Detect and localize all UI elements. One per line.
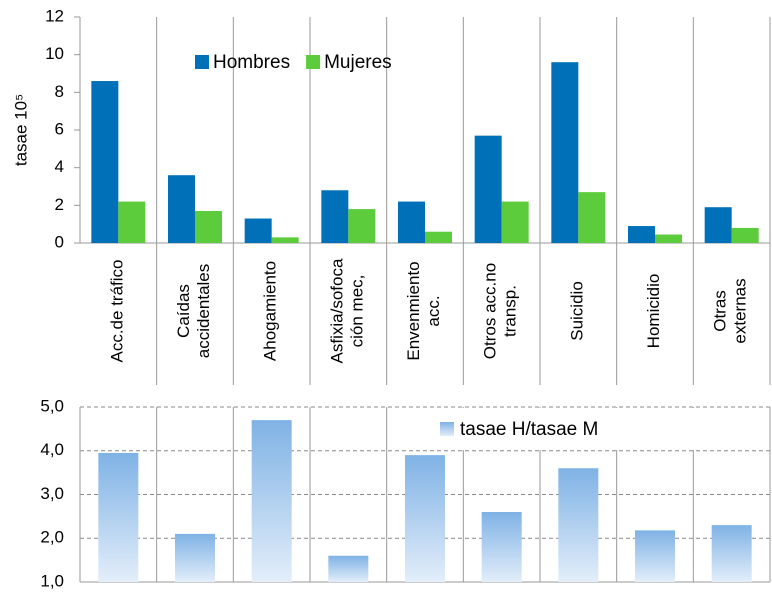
- y-tick-label: 10: [45, 44, 64, 63]
- legend-box: [408, 408, 700, 450]
- x-tick-label: Acc.de tráfico: [108, 260, 127, 363]
- y-tick-label: 2,0: [40, 528, 64, 547]
- y-tick-label: 4,0: [40, 440, 64, 459]
- y-tick-label: 12: [45, 6, 64, 25]
- bar: [558, 468, 599, 582]
- x-tick-label: Otrasexternas: [711, 278, 750, 343]
- y-tick-label: 8: [55, 82, 64, 101]
- bar: [655, 234, 682, 243]
- y-tick-label: 1,0: [40, 571, 64, 590]
- legend-swatch: [195, 55, 209, 69]
- bar: [168, 175, 195, 243]
- bar: [98, 452, 139, 582]
- y-tick-label: 3,0: [40, 484, 64, 503]
- legend-label: Mujeres: [324, 52, 392, 73]
- bar: [271, 237, 299, 243]
- bar: [628, 226, 655, 243]
- y-tick-label: 5,0: [40, 396, 64, 415]
- bar: [328, 555, 369, 582]
- legend-label: tasae H/tasae M: [460, 419, 598, 440]
- y-tick-label: 4: [55, 157, 64, 176]
- bar: [425, 231, 452, 243]
- y-tick-label: 6: [55, 119, 64, 138]
- bar: [635, 530, 675, 582]
- bar: [251, 420, 292, 582]
- bar: [501, 201, 529, 243]
- x-tick-label: Caídasaccidentales: [174, 264, 213, 359]
- bar: [405, 455, 445, 582]
- bar: [195, 210, 222, 243]
- bar: [551, 62, 579, 244]
- x-tick-label: Envenmientoacc.: [404, 261, 443, 360]
- x-tick-label: Suicidio: [568, 281, 587, 341]
- bar: [711, 525, 752, 582]
- x-tick-label: Homicidio: [644, 274, 663, 349]
- bar: [118, 201, 146, 243]
- bar: [481, 512, 522, 582]
- legend-swatch: [440, 422, 454, 436]
- bar: [321, 190, 349, 243]
- legend-swatch: [306, 55, 321, 69]
- bar: [474, 135, 502, 243]
- legend-label: Hombres: [213, 52, 290, 73]
- bar: [398, 201, 425, 243]
- bar: [731, 227, 759, 243]
- bar: [578, 192, 606, 243]
- bar: [91, 81, 119, 244]
- y-tick-label: 2: [55, 195, 64, 214]
- x-tick-label: Asfixia/sofocación mec,: [328, 258, 367, 363]
- x-tick-label: Otros acc.notransp.: [481, 263, 520, 359]
- bar: [348, 209, 376, 243]
- bar: [244, 218, 272, 243]
- bar: [175, 533, 215, 582]
- y-axis-label: tasae 10⁵: [11, 94, 30, 166]
- y-tick-label: 0: [55, 232, 64, 251]
- bar: [704, 207, 732, 243]
- x-tick-label: Ahogamiento: [261, 261, 280, 361]
